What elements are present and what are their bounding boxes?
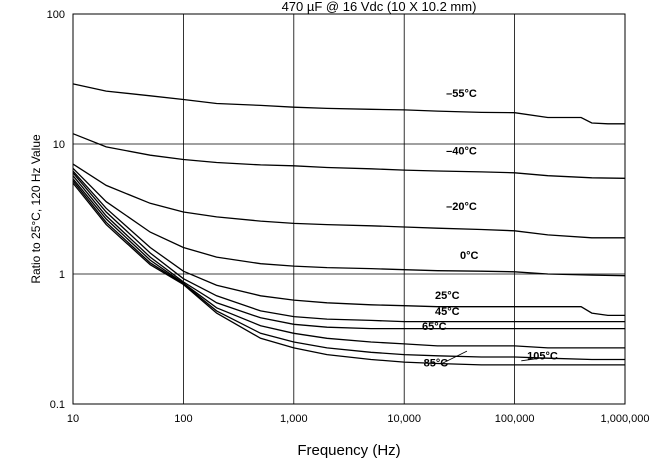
plot-frame bbox=[72, 13, 626, 405]
series-line-3 bbox=[72, 163, 625, 239]
series-line-6 bbox=[72, 172, 625, 323]
x-tick-label: 1,000 bbox=[280, 413, 308, 425]
y-axis-ticks: 0.1 1 10 100 bbox=[47, 9, 65, 411]
y-tick-label: 1 bbox=[59, 269, 65, 281]
series-line-5 bbox=[72, 170, 625, 317]
callout-line bbox=[441, 350, 468, 364]
curve-label: 0°C bbox=[460, 250, 479, 262]
x-tick-label: 10,000 bbox=[387, 413, 421, 425]
chart-title: 470 µF @ 16 Vdc (10 X 10.2 mm) bbox=[282, 0, 477, 14]
x-tick-label: 100 bbox=[174, 413, 192, 425]
curve-label: 25°C bbox=[435, 290, 460, 302]
x-axis-ticks: 10 100 1,000 10,000 100,000 1,000,000 bbox=[67, 413, 650, 425]
callout-line bbox=[521, 357, 541, 362]
curve-label: 105°C bbox=[527, 350, 558, 362]
curve-label: –40°C bbox=[446, 146, 477, 158]
series-line-2 bbox=[72, 133, 626, 179]
series-line-1 bbox=[72, 83, 625, 125]
y-tick-label: 10 bbox=[53, 139, 65, 151]
data-series bbox=[72, 83, 626, 366]
series-line-7 bbox=[72, 175, 625, 330]
label-callouts bbox=[441, 350, 541, 364]
series-line-9 bbox=[72, 180, 625, 361]
curve-label: 85°C bbox=[424, 357, 449, 369]
curve-labels: –55°C –40°C –20°C 0°C 25°C 45°C 65°C 85°C 105°C bbox=[422, 88, 558, 369]
curve-label: 45°C bbox=[435, 306, 460, 318]
series-line-4 bbox=[72, 167, 626, 277]
y-tick-label: 0.1 bbox=[50, 399, 65, 411]
curve-label: –55°C bbox=[446, 88, 477, 100]
y-tick-label: 100 bbox=[47, 9, 65, 21]
series-line-8 bbox=[72, 178, 625, 349]
x-tick-label: 100,000 bbox=[495, 413, 535, 425]
x-axis-label: Frequency (Hz) bbox=[297, 442, 400, 459]
x-tick-label: 10 bbox=[67, 413, 79, 425]
y-axis-label: Ratio to 25°C, 120 Hz Value bbox=[29, 134, 43, 284]
curve-label: –20°C bbox=[446, 201, 477, 213]
grid-lines bbox=[73, 14, 625, 404]
curve-label: 65°C bbox=[422, 321, 447, 333]
series-line-10 bbox=[72, 182, 625, 366]
x-tick-label: 1,000,000 bbox=[601, 413, 650, 425]
